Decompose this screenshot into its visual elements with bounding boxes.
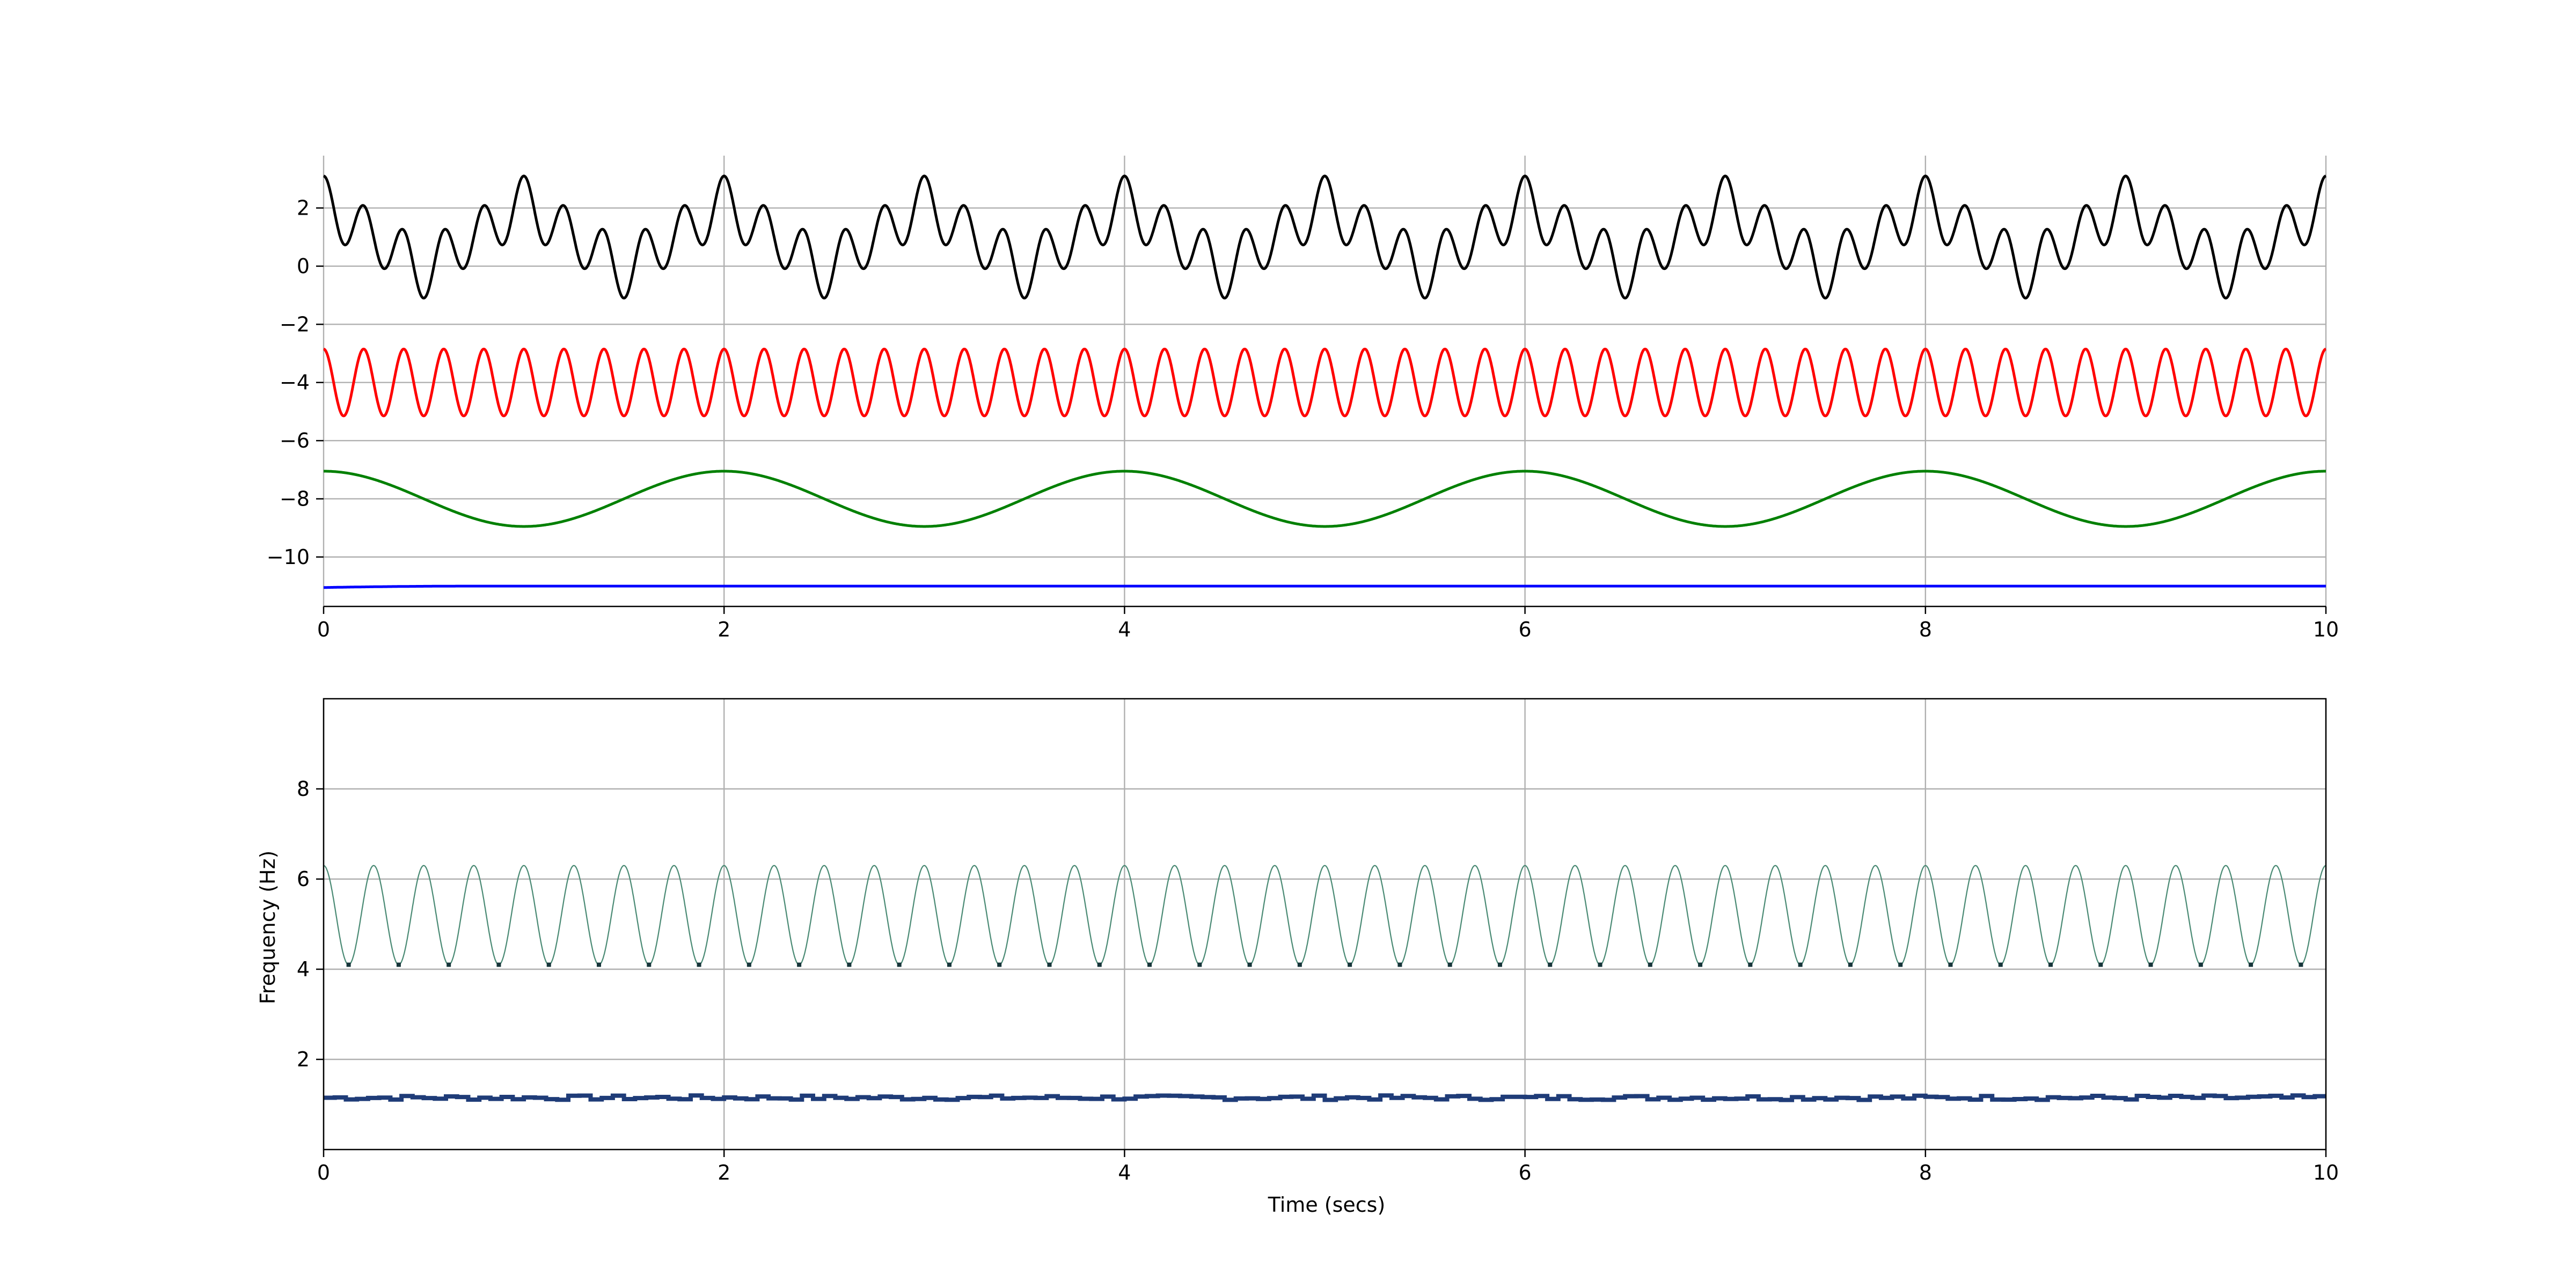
- composite-signal-line: [323, 174, 2327, 299]
- trough-point: [1698, 962, 1703, 967]
- trough-point: [1247, 962, 1252, 967]
- trough-point: [1548, 962, 1553, 967]
- trough-point: [1598, 962, 1602, 967]
- trough-point: [1798, 962, 1803, 967]
- bottom-x-tick-label: 6: [1519, 1161, 1532, 1184]
- trough-point: [2048, 962, 2053, 967]
- top-x-tick-labels: 0 2 4 6 8 10: [317, 618, 2339, 641]
- trough-point: [346, 962, 351, 967]
- trough-point: [2299, 962, 2303, 967]
- top-x-tick-label: 6: [1519, 618, 1532, 641]
- bottom-y-tick-label: 2: [297, 1048, 310, 1071]
- fast-sine-line: [323, 347, 2327, 418]
- top-y-tick-label: −10: [267, 545, 310, 569]
- bottom-x-tick-labels: 0 2 4 6 8 10: [317, 1161, 2339, 1184]
- trough-point: [496, 962, 501, 967]
- trough-point: [1297, 962, 1302, 967]
- trough-point: [1197, 962, 1202, 967]
- trough-point: [1648, 962, 1652, 967]
- trough-point: [1147, 962, 1152, 967]
- y-axis-label: Frequency (Hz): [256, 851, 280, 1005]
- bottom-y-tick-label: 4: [297, 957, 310, 981]
- bottom-x-tick-label: 4: [1118, 1161, 1131, 1184]
- top-grid: [323, 156, 2327, 606]
- trough-point: [1348, 962, 1352, 967]
- trough-point: [797, 962, 802, 967]
- bottom-frequency-plot: 0 2 4 6 8 10 2 4 6 8 Time (secs) Frequency (Hz): [256, 698, 2339, 1217]
- bottom-series-group: [323, 865, 2326, 1102]
- trough-point: [747, 962, 751, 967]
- trough-point: [396, 962, 401, 967]
- stepped-frequency-trace: [324, 1093, 2326, 1102]
- bottom-x-tick-label: 0: [317, 1161, 330, 1184]
- top-axes: [316, 207, 2327, 614]
- x-axis-label: Time (secs): [1268, 1193, 1386, 1217]
- trough-point: [897, 962, 902, 967]
- oscillating-frequency-trace: [323, 865, 2326, 965]
- top-x-tick-label: 10: [2313, 618, 2339, 641]
- trough-point: [2249, 962, 2253, 967]
- top-y-tick-label: −8: [280, 487, 310, 510]
- bottom-x-tick-label: 2: [718, 1161, 730, 1184]
- top-x-tick-label: 2: [718, 618, 730, 641]
- trough-point: [647, 962, 652, 967]
- trough-point: [1748, 962, 1753, 967]
- trough-point: [697, 962, 701, 967]
- trough-point: [947, 962, 952, 967]
- trough-point: [1097, 962, 1102, 967]
- top-x-tick-label: 0: [317, 618, 330, 641]
- bottom-grid: [323, 699, 2327, 1150]
- top-signal-plot: 0 2 4 6 8 10 2 0 −2 −4 −6 −8 −10: [267, 156, 2339, 641]
- trough-point: [1948, 962, 1953, 967]
- top-x-tick-label: 4: [1118, 618, 1131, 641]
- bottom-y-tick-label: 8: [297, 777, 310, 801]
- trough-point: [1998, 962, 2003, 967]
- top-y-tick-labels: 2 0 −2 −4 −6 −8 −10: [267, 196, 310, 569]
- trough-point: [1848, 962, 1853, 967]
- bottom-x-tick-label: 10: [2313, 1161, 2339, 1184]
- trough-point: [1447, 962, 1452, 967]
- trough-point: [1397, 962, 1402, 967]
- trough-point: [1898, 962, 1903, 967]
- trough-point: [597, 962, 602, 967]
- top-y-tick-label: 0: [297, 254, 310, 278]
- trough-point: [2148, 962, 2153, 967]
- bottom-axes: [316, 698, 2327, 1157]
- top-y-tick-label: 2: [297, 196, 310, 220]
- top-series-group: [323, 174, 2327, 589]
- trough-point: [997, 962, 1002, 967]
- trough-point: [1497, 962, 1502, 967]
- trough-point: [546, 962, 551, 967]
- bottom-x-tick-label: 8: [1919, 1161, 1932, 1184]
- top-y-tick-label: −4: [280, 371, 310, 394]
- trough-point: [2198, 962, 2203, 967]
- top-y-tick-label: −2: [280, 312, 310, 336]
- bottom-y-tick-labels: 2 4 6 8: [297, 777, 310, 1071]
- slow-sine-line: [323, 470, 2327, 528]
- top-y-tick-label: −6: [280, 429, 310, 452]
- dc-level-line: [323, 584, 2327, 589]
- bottom-axes-frame: [323, 698, 2327, 1151]
- trough-point: [2098, 962, 2103, 967]
- bottom-y-tick-label: 6: [297, 867, 310, 891]
- trough-point: [447, 962, 451, 967]
- trough-point: [847, 962, 852, 967]
- trough-point: [1047, 962, 1052, 967]
- top-x-tick-label: 8: [1919, 618, 1932, 641]
